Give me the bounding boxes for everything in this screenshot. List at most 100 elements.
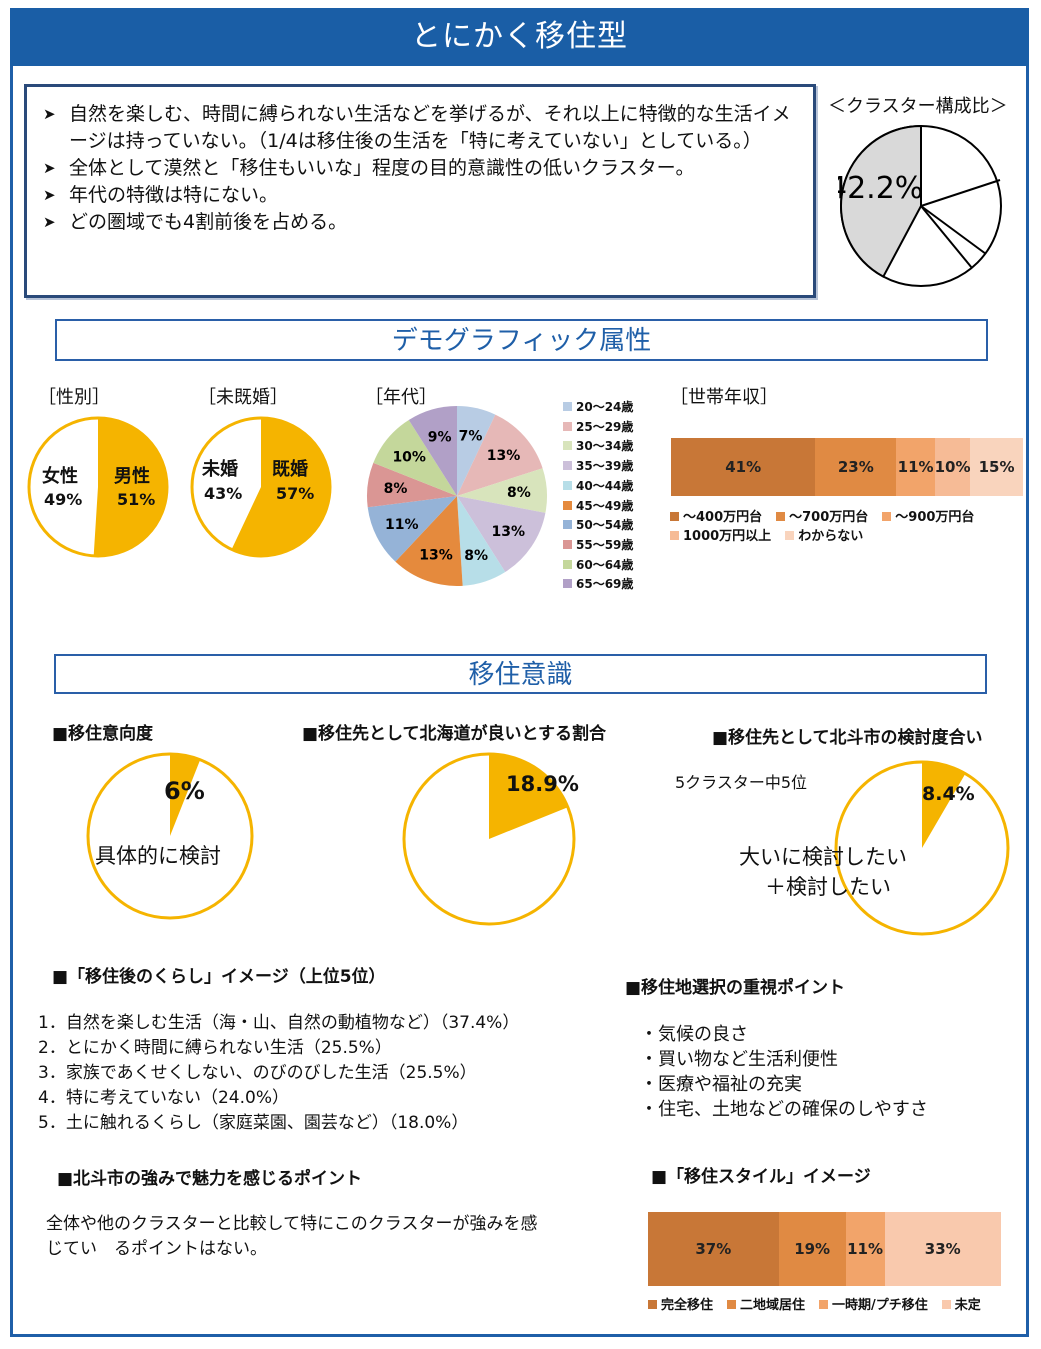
- legend-label: 35～39歳: [576, 459, 634, 474]
- hokuto-label: ■移住先として北斗市の検討度合い: [712, 728, 983, 748]
- strength-text-line: 全体や他のクラスターと比較して特にこのクラスターが強みを感: [46, 1214, 538, 1234]
- ijuu-heading: 移住意識: [54, 654, 987, 694]
- legend-label: ～400万円台: [683, 510, 763, 525]
- hokuto-caption-1: 大いに検討したい: [739, 845, 907, 869]
- legend-item: ～900万円台: [882, 508, 974, 527]
- points-label: ■移住地選択の重視ポイント: [625, 978, 846, 998]
- legend-item: 1000万円以上: [670, 527, 771, 546]
- age-pie-label: 8%: [464, 548, 488, 564]
- list-item: 5．土に触れるくらし（家庭菜園、園芸など）（18.0%）: [38, 1113, 469, 1133]
- age-legend-item: 40～44歳: [563, 477, 633, 497]
- cluster-pie: 42.2%: [838, 124, 1002, 287]
- intent-pie: [86, 752, 254, 920]
- hokuto-caption-2: ＋検討したい: [765, 875, 891, 899]
- age-legend-item: 45～49歳: [563, 497, 633, 517]
- bar-segment: 10%: [935, 438, 971, 496]
- age-pie-label: 9%: [428, 430, 452, 446]
- legend-swatch: [785, 531, 795, 540]
- legend-swatch: [670, 531, 679, 540]
- age-legend-item: 60～64歳: [563, 556, 633, 576]
- gender-male-pct: 51%: [117, 490, 156, 509]
- cluster-pie-value: 42.2%: [838, 171, 923, 206]
- age-pie-slice: [367, 496, 457, 562]
- list-item: 4．特に考えていない（24.0%）: [38, 1088, 289, 1108]
- legend-swatch: [563, 520, 572, 530]
- income-legend: ～400万円台 ～700万円台 ～900万円台 1000万円以上 わからない: [670, 508, 1032, 546]
- cluster-label: ＜クラスター構成比＞: [828, 96, 1008, 117]
- gender-pie: [27, 416, 169, 558]
- legend-swatch: [563, 480, 572, 490]
- age-legend-item: 20～24歳: [563, 398, 633, 418]
- legend-label: 一時期/プチ移住: [832, 1298, 928, 1313]
- style-label: ■「移住スタイル」イメージ: [651, 1167, 871, 1187]
- intent-label: ■移住意向度: [52, 724, 154, 744]
- marital-pie-married-slice: [231, 418, 331, 556]
- legend-item: わからない: [785, 527, 863, 546]
- legend-item: 完全移住: [648, 1294, 713, 1313]
- strength-label: ■北斗市の強みで魅力を感じるポイント: [57, 1169, 363, 1189]
- bar-segment: 37%: [648, 1212, 779, 1286]
- age-legend-item: 65～69歳: [563, 575, 633, 595]
- age-pie-label: 11%: [385, 517, 419, 533]
- age-pie-label: 10%: [392, 450, 426, 466]
- age-pie-label: 13%: [419, 547, 453, 563]
- cluster-pie-divider: [920, 179, 1001, 207]
- legend-label: 20～24歳: [576, 400, 634, 414]
- legend-label: 未定: [954, 1298, 981, 1313]
- gender-female-label: 女性: [42, 466, 78, 487]
- age-legend: 20～24歳 25～29歳 30～34歳 35～39歳 40～44歳 45～49歳 50～5…: [563, 398, 633, 595]
- legend-label: 1000万円以上: [683, 529, 772, 544]
- bar-segment-label: 15%: [978, 458, 1015, 476]
- age-pie-slice: [457, 496, 506, 586]
- legend-label: 二地域居住: [740, 1298, 806, 1313]
- list-item: ・住宅、土地などの確保のしやすさ: [640, 1099, 928, 1120]
- cluster-pie-divider: [920, 205, 973, 269]
- legend-swatch: [882, 512, 892, 521]
- gender-pie-male-slice: [93, 417, 168, 556]
- intent-caption: 具体的に検討: [95, 844, 221, 868]
- cluster-pie-divider: [920, 205, 987, 255]
- income-label: ［世帯年収］: [670, 387, 778, 408]
- age-label: ［年代］: [365, 387, 437, 408]
- legend-swatch: [563, 421, 572, 431]
- life-image-list: 1．自然を楽しむ生活（海・山、自然の動植物など）（37.4%） 2．とにかく時間…: [38, 1011, 519, 1136]
- summary-box: 自然を楽しむ、時間に縛られない生活などを挙げるが、それ以上に特徴的な生活イメージ…: [24, 84, 816, 298]
- age-legend-item: 55～59歳: [563, 536, 633, 556]
- age-pie-label: 8%: [384, 481, 408, 497]
- legend-swatch: [563, 441, 572, 451]
- gender-male-label: 男性: [114, 466, 150, 487]
- legend-item: 二地域居住: [727, 1294, 805, 1313]
- page-title: とにかく移住型: [10, 8, 1029, 66]
- marital-married-label: 既婚: [272, 459, 308, 480]
- age-pie-slice: [457, 414, 543, 496]
- legend-swatch: [670, 512, 679, 521]
- hokkaido-label: ■移住先として北海道が良いとする割合: [302, 724, 607, 744]
- bar-segment: 33%: [884, 1212, 1001, 1286]
- age-pie-label: 13%: [492, 524, 526, 540]
- bar-segment: 19%: [778, 1212, 846, 1286]
- legend-swatch: [563, 559, 572, 569]
- age-pie-slice: [457, 406, 496, 496]
- bar-segment-label: 11%: [897, 458, 934, 476]
- bar-segment: 23%: [815, 438, 897, 496]
- age-legend-item: 25～29歳: [563, 418, 633, 438]
- intent-pct: 6%: [164, 777, 205, 805]
- bar-segment-label: 41%: [725, 458, 762, 476]
- legend-label: 40～44歳: [576, 478, 634, 493]
- bar-segment-label: 23%: [837, 458, 874, 476]
- bar-segment: 41%: [671, 438, 816, 496]
- marital-married-pct: 57%: [276, 484, 315, 503]
- legend-item: 未定: [941, 1294, 981, 1313]
- legend-swatch: [941, 1300, 951, 1309]
- marital-pie: [190, 416, 332, 558]
- bar-segment-label: 33%: [924, 1240, 961, 1258]
- legend-label: 25～29歳: [576, 419, 634, 434]
- hokuto-pie-slice: [922, 762, 966, 848]
- strength-text-line: じてい るポイントはない。: [46, 1239, 267, 1259]
- legend-swatch: [563, 579, 572, 589]
- age-legend-item: 30～34歳: [563, 437, 633, 457]
- legend-label: 65～69歳: [576, 577, 634, 592]
- age-pie-slice: [408, 406, 457, 496]
- intent-pie-slice: [170, 754, 201, 836]
- marital-label: ［未既婚］: [198, 387, 288, 408]
